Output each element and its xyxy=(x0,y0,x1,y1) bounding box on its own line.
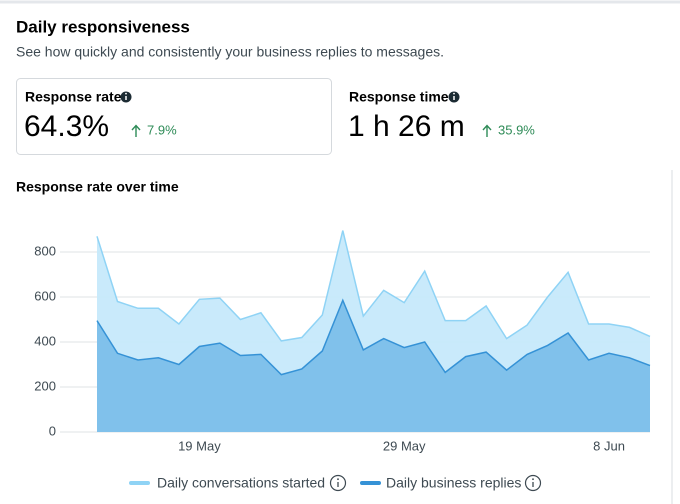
info-circle xyxy=(524,474,542,492)
metric-label: Response rate xyxy=(25,89,122,105)
y-tick-label: 600 xyxy=(34,288,56,303)
area xyxy=(97,300,650,432)
info-circle xyxy=(329,474,347,492)
metric-value: 64.3% xyxy=(24,110,109,143)
y-tick-label: 800 xyxy=(34,243,56,258)
legend-label: Daily business replies xyxy=(386,475,521,491)
line xyxy=(96,298,651,376)
x-tick-label: 19 May xyxy=(178,438,221,453)
y-tick-label: 0 xyxy=(49,423,56,438)
title: Daily responsiveness xyxy=(16,17,190,36)
up-arrow xyxy=(482,124,492,137)
plot: 0 200 400 600 800 19 May 29 May 8 Jun xyxy=(34,230,651,453)
info-icon[interactable] xyxy=(524,474,542,492)
info-dot xyxy=(337,478,339,481)
metric-change: 35.9% xyxy=(498,122,535,137)
metric-label: Response time xyxy=(349,89,449,105)
chart-title: Response rate over time xyxy=(16,179,179,195)
metric-change: 7.9% xyxy=(147,122,177,137)
up-arrow xyxy=(131,124,141,137)
info-dot xyxy=(532,478,534,481)
legend: Daily conversations started Daily busines… xyxy=(129,474,542,492)
line xyxy=(96,230,651,342)
y-tick-label: 200 xyxy=(34,378,56,393)
info-icon[interactable] xyxy=(329,474,347,492)
info-icon[interactable] xyxy=(120,91,132,103)
subtitle: See how quickly and consistently your bu… xyxy=(16,44,444,60)
metric-card xyxy=(16,78,332,155)
info-icon[interactable] xyxy=(448,91,460,103)
x-tick-label: 8 Jun xyxy=(593,438,625,453)
legend-label: Daily conversations started xyxy=(157,475,325,491)
y-tick-label: 400 xyxy=(34,333,56,348)
metric-value: 1 h 26 m xyxy=(348,110,465,143)
x-tick-label: 29 May xyxy=(383,438,426,453)
